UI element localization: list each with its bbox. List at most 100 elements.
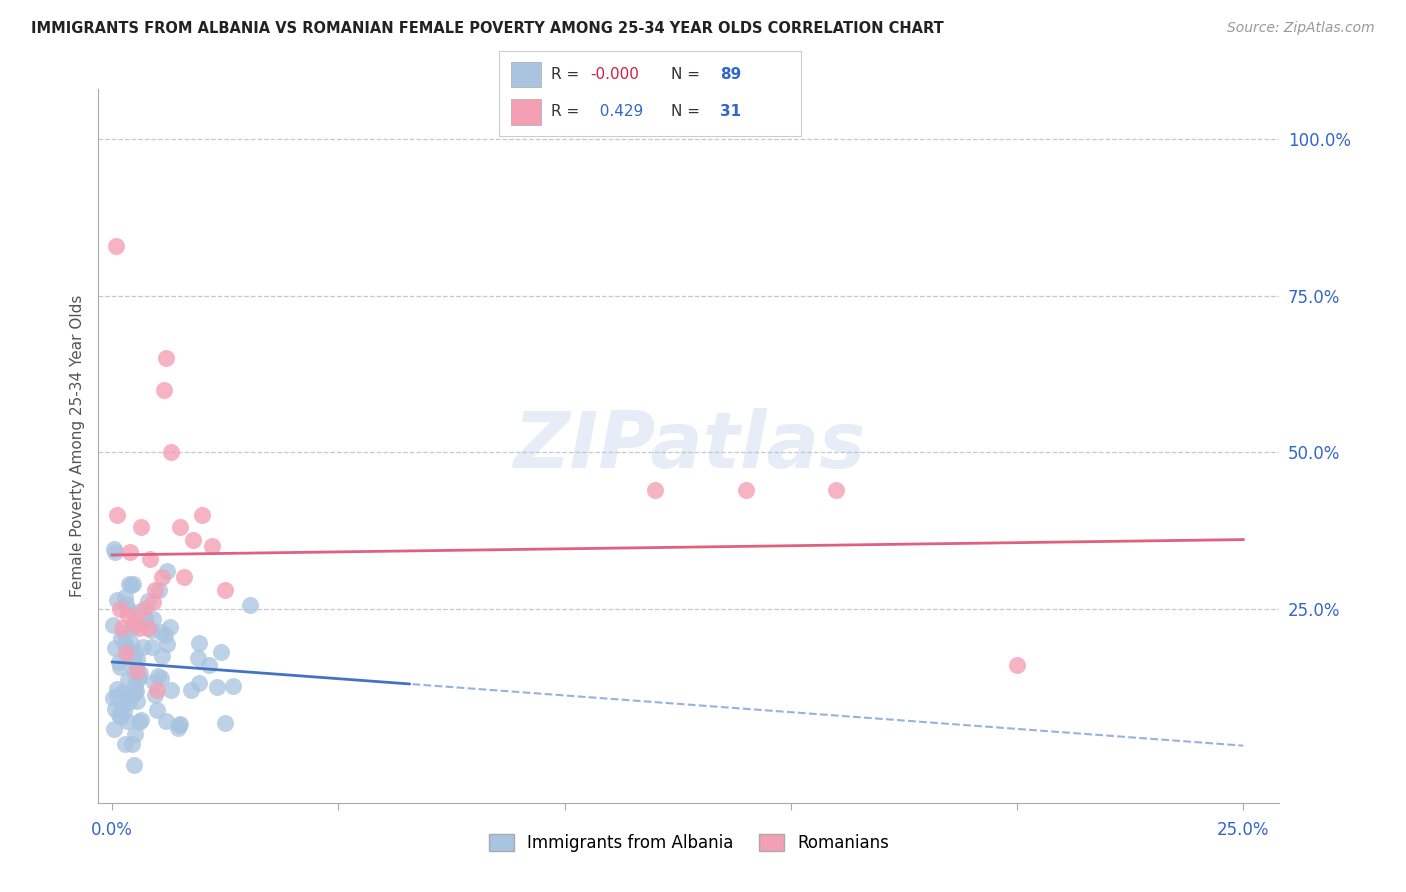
Point bbox=[122, 758, 145, 772]
Point bbox=[131, 520, 153, 534]
Text: R =: R = bbox=[551, 67, 583, 82]
Point bbox=[180, 682, 202, 697]
Point bbox=[139, 551, 162, 566]
Point bbox=[146, 669, 169, 683]
Point bbox=[146, 683, 169, 698]
Text: R =: R = bbox=[551, 104, 583, 120]
Point bbox=[104, 641, 127, 656]
Point bbox=[114, 637, 136, 651]
Point bbox=[128, 605, 150, 619]
Point bbox=[205, 681, 228, 695]
Point bbox=[120, 577, 142, 591]
Point bbox=[129, 713, 152, 727]
Point bbox=[115, 714, 138, 729]
Point bbox=[105, 681, 128, 696]
Point bbox=[132, 601, 155, 615]
Point bbox=[117, 607, 139, 622]
Point bbox=[142, 612, 165, 626]
Point bbox=[112, 704, 135, 718]
Point bbox=[143, 582, 166, 597]
Point bbox=[188, 636, 211, 650]
Point bbox=[156, 564, 179, 578]
Point bbox=[159, 619, 181, 633]
Point bbox=[145, 703, 167, 717]
Point bbox=[121, 621, 143, 635]
Point bbox=[122, 651, 145, 665]
Point bbox=[734, 483, 756, 497]
Point bbox=[104, 545, 127, 559]
Point bbox=[209, 645, 232, 659]
Text: N =: N = bbox=[672, 67, 706, 82]
Point bbox=[107, 656, 129, 670]
Point bbox=[169, 520, 191, 534]
Point bbox=[101, 690, 124, 705]
FancyBboxPatch shape bbox=[512, 99, 541, 125]
Point bbox=[134, 611, 156, 625]
Point bbox=[143, 688, 166, 702]
Point bbox=[117, 673, 139, 687]
Point bbox=[134, 610, 156, 624]
Point bbox=[110, 709, 132, 723]
Point bbox=[128, 670, 150, 684]
Point bbox=[111, 699, 134, 714]
Point bbox=[153, 628, 176, 642]
Point bbox=[128, 621, 150, 635]
Point bbox=[104, 702, 127, 716]
Point bbox=[159, 445, 181, 459]
Point bbox=[108, 707, 131, 722]
Point bbox=[121, 737, 143, 751]
Point bbox=[214, 716, 236, 731]
Point bbox=[112, 626, 135, 640]
Point bbox=[124, 727, 146, 741]
Point bbox=[118, 695, 141, 709]
Point bbox=[124, 665, 146, 680]
Point bbox=[118, 688, 141, 702]
Point bbox=[153, 383, 176, 397]
Point bbox=[112, 685, 135, 699]
Point bbox=[124, 614, 146, 628]
Point bbox=[148, 582, 170, 597]
Point bbox=[239, 599, 262, 613]
Point bbox=[644, 483, 666, 497]
Point bbox=[187, 676, 209, 690]
Point bbox=[125, 652, 148, 666]
Point bbox=[149, 671, 172, 685]
Point bbox=[142, 595, 165, 609]
Point bbox=[155, 351, 177, 366]
Point bbox=[105, 593, 128, 607]
Point bbox=[155, 714, 177, 728]
Point bbox=[124, 678, 146, 692]
Point bbox=[191, 508, 214, 522]
Point bbox=[110, 631, 132, 645]
Point bbox=[187, 650, 209, 665]
Point bbox=[104, 238, 127, 252]
Point bbox=[122, 686, 145, 700]
Point bbox=[139, 624, 162, 638]
Point bbox=[128, 714, 150, 729]
Text: N =: N = bbox=[672, 104, 706, 120]
Point bbox=[108, 601, 131, 615]
Point bbox=[167, 721, 190, 735]
Point bbox=[160, 683, 183, 698]
Point bbox=[114, 590, 136, 604]
Point bbox=[115, 597, 138, 611]
Point bbox=[222, 679, 245, 693]
Point bbox=[103, 542, 125, 557]
Point bbox=[120, 545, 142, 559]
Point bbox=[122, 576, 145, 591]
Point bbox=[150, 570, 173, 584]
Text: 89: 89 bbox=[720, 67, 741, 82]
Point bbox=[150, 649, 173, 664]
Point bbox=[120, 636, 142, 650]
Point bbox=[110, 659, 132, 673]
Point bbox=[138, 594, 160, 608]
Point bbox=[124, 644, 146, 658]
Point bbox=[103, 722, 125, 736]
Point bbox=[114, 737, 136, 751]
Point bbox=[141, 640, 163, 654]
Point bbox=[118, 577, 141, 591]
Point bbox=[198, 658, 221, 673]
Point bbox=[122, 618, 145, 632]
FancyBboxPatch shape bbox=[512, 62, 541, 87]
Point bbox=[127, 693, 149, 707]
